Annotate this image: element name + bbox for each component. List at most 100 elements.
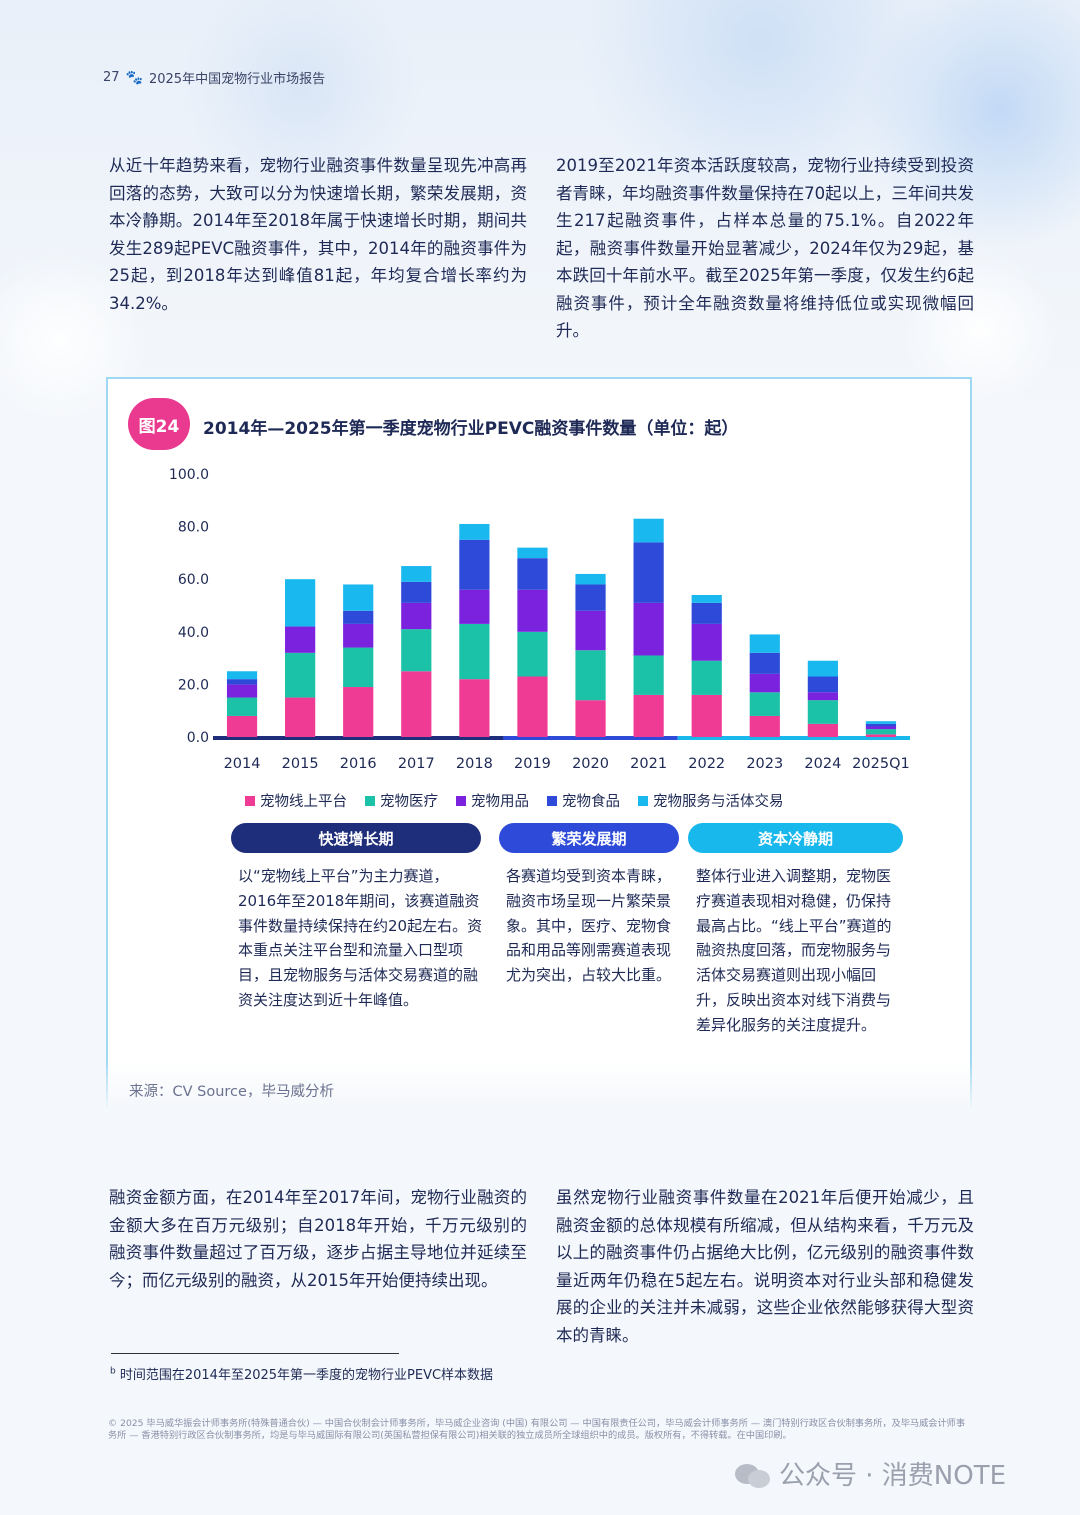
bar-segment: [517, 631, 548, 677]
page-header: 27 🐾 2025年中国宠物行业市场报告: [103, 68, 326, 88]
x-tick-label: 2015: [282, 756, 319, 772]
bar-segment: [865, 723, 897, 727]
footnote-mark: b: [110, 1366, 116, 1377]
bar-segment: [459, 523, 490, 540]
x-tick-label: 2024: [804, 756, 841, 772]
page-background: [0, 0, 1080, 420]
legend-swatch: [638, 795, 648, 806]
paragraph-trend: 从近十年趋势来看，宠物行业融资事件数量呈现先冲高再回落的态势，大致可以分为快速增…: [109, 156, 527, 313]
bar-segment: [401, 581, 432, 603]
wechat-icon: [735, 1460, 771, 1488]
phase-text-boom: 各赛道均受到资本青睐，融资市场呈现一片繁荣景象。其中，医疗、宠物食品和用品等刚需…: [506, 867, 672, 985]
bar-segment: [285, 652, 316, 698]
bar-segment: [691, 694, 722, 737]
figure-card: [106, 377, 972, 1107]
axis-baseline: [677, 736, 910, 740]
legend-item-medical: 宠物医疗: [365, 790, 438, 811]
x-tick-label: 2021: [630, 756, 667, 772]
bar-segment: [807, 692, 838, 701]
legend-label: 宠物食品: [562, 794, 620, 810]
bar-segment: [691, 602, 722, 624]
axis-baseline: [503, 736, 678, 740]
legend-swatch: [245, 795, 255, 806]
bar-segment: [517, 589, 548, 632]
bar-segment: [226, 679, 258, 685]
bar-segment: [459, 589, 490, 624]
bar-segment: [575, 584, 606, 611]
y-tick-label: 60.0: [178, 572, 209, 588]
legend-swatch: [456, 795, 466, 806]
bar-segment: [633, 602, 664, 656]
bar-segment: [226, 697, 258, 716]
legend-item-services: 宠物服务与活体交易: [638, 790, 784, 811]
x-tick-label: 2014: [224, 756, 261, 772]
bar-segment: [517, 558, 548, 590]
bar-segment: [633, 518, 664, 543]
y-tick-label: 100.0: [169, 467, 209, 483]
y-tick-label: 20.0: [178, 677, 209, 693]
bar-segment: [343, 610, 374, 624]
legend-swatch: [547, 795, 557, 806]
bar-segment: [517, 547, 548, 559]
bar-segment: [343, 647, 374, 688]
bar-segment: [226, 671, 258, 680]
watermark-text: 公众号 · 消费NOTE: [779, 1461, 1007, 1491]
legend-item-food: 宠物食品: [547, 790, 620, 811]
figure-source: 来源：CV Source，毕马威分析: [129, 1084, 334, 1100]
x-tick-label: 2017: [398, 756, 435, 772]
legend-item-online: 宠物线上平台: [245, 790, 347, 811]
bar-segment: [749, 634, 780, 653]
bar-segment: [575, 650, 606, 701]
bar-segment: [285, 697, 316, 737]
figure-badge: 图24: [128, 398, 190, 450]
bar-segment: [401, 566, 432, 582]
phase-label-boom: 繁荣发展期: [499, 823, 679, 853]
legal-notice: © 2025 毕马威华振会计师事务所(特殊普通合伙) — 中国合伙制会计师事务所…: [108, 1418, 966, 1441]
x-tick-label: 2020: [572, 756, 609, 772]
report-title: 2025年中国宠物行业市场报告: [148, 72, 326, 87]
bar-segment: [865, 726, 897, 730]
x-tick-label: 2022: [688, 756, 725, 772]
bar-segment: [633, 542, 664, 603]
bar-segment: [865, 734, 897, 737]
bar-segment: [401, 629, 432, 672]
legend-label: 宠物服务与活体交易: [653, 794, 784, 810]
axis-baseline: [213, 736, 504, 740]
bar-segment: [749, 652, 780, 674]
phase-text-growth: 以“宠物线上平台”为主力赛道，2016年至2018年期间，该赛道融资事件数量持续…: [238, 867, 483, 1009]
bar-segment: [807, 676, 838, 693]
chart-legend: 宠物线上平台 宠物医疗 宠物用品 宠物食品 宠物服务与活体交易: [245, 790, 784, 811]
bar-segment: [285, 626, 316, 653]
bar-segment: [807, 723, 838, 737]
bar-segment: [343, 584, 374, 611]
phase-label-cooldown: 资本冷静期: [688, 823, 903, 853]
watermark: 公众号 · 消费NOTE: [735, 1455, 1006, 1492]
bar-segment: [459, 623, 490, 680]
paragraph-structure: 虽然宠物行业融资事件数量在2021年后便开始减少，且融资金额的总体规模有所缩减，…: [556, 1188, 974, 1345]
y-tick-label: 0.0: [187, 730, 209, 746]
paragraph-activity: 2019至2021年资本活跃度较高，宠物行业持续受到投资者青睐，年均融资事件数量…: [556, 156, 974, 340]
bar-segment: [401, 671, 432, 737]
bar-segment: [459, 539, 490, 590]
paragraph-amount: 融资金额方面，在2014年至2017年间，宠物行业融资的金额大多在百万元级别；自…: [109, 1188, 527, 1290]
legend-label: 宠物医疗: [380, 794, 438, 810]
footnote: b 时间范围在2014年至2025年第一季度的宠物行业PEVC样本数据: [110, 1364, 493, 1383]
bar-segment: [343, 687, 374, 737]
x-tick-label: 2016: [340, 756, 377, 772]
footnote-text: 时间范围在2014年至2025年第一季度的宠物行业PEVC样本数据: [119, 1368, 494, 1383]
footnote-divider: [111, 1353, 399, 1354]
bar-segment: [343, 623, 374, 648]
phase-text-cooldown: 整体行业进入调整期，宠物医疗赛道表现相对稳健，仍保持最高占比。“线上平台”赛道的…: [696, 867, 892, 1034]
paw-icon: 🐾: [125, 69, 143, 86]
bar-segment: [517, 676, 548, 737]
x-tick-label: 2025Q1: [852, 756, 910, 772]
x-tick-label: 2019: [514, 756, 551, 772]
bar-segment: [633, 655, 664, 695]
y-tick-label: 40.0: [178, 625, 209, 641]
y-tick-label: 80.0: [178, 520, 209, 536]
bar-segment: [459, 679, 490, 737]
legend-label: 宠物用品: [471, 794, 529, 810]
legend-label: 宠物线上平台: [260, 794, 347, 810]
bar-segment: [575, 573, 606, 585]
bar-segment: [691, 660, 722, 695]
